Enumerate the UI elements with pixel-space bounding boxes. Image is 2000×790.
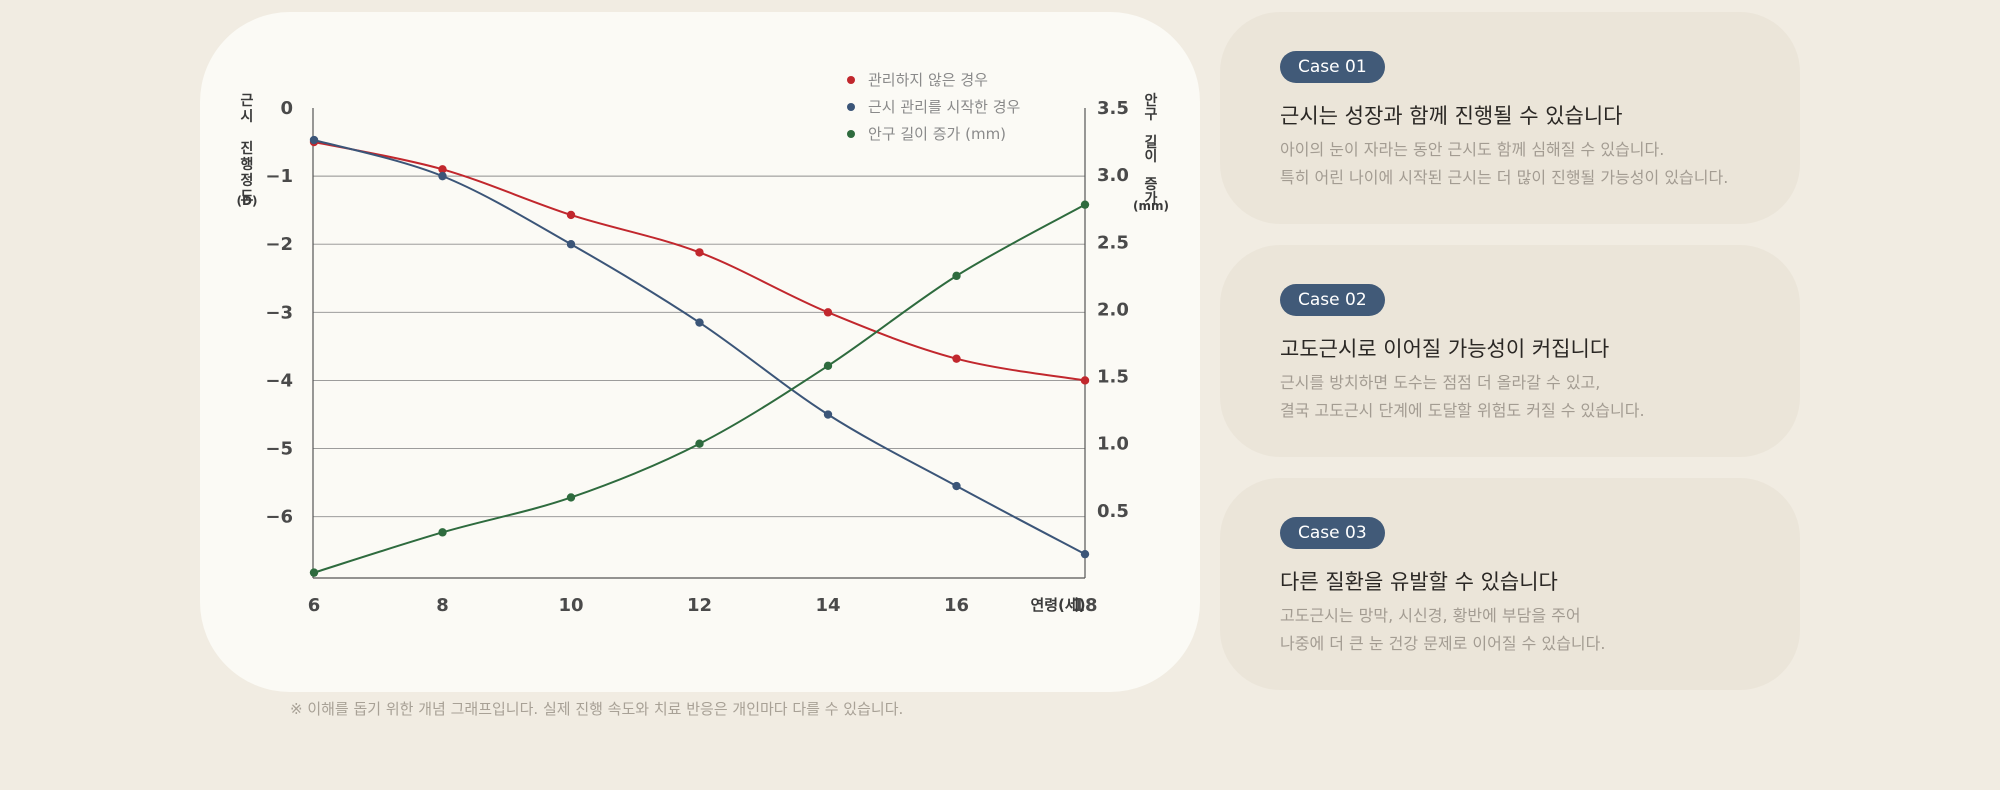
y-left-tick-label: −6 [265, 507, 293, 528]
data-point [952, 354, 961, 363]
data-point [438, 528, 447, 537]
case-description: 고도근시는 망막, 시신경, 황반에 부담을 주어 나중에 더 큰 눈 건강 문… [1280, 602, 1605, 658]
y-left-tick-label: −1 [265, 166, 293, 187]
series-line-1 [313, 141, 1086, 382]
legend-label: 관리하지 않은 경우 [868, 71, 988, 89]
case-desc-line: 특히 어린 나이에 시작된 근시는 더 많이 진행될 가능성이 있습니다. [1280, 168, 1729, 187]
case-desc-line: 근시를 방치하면 도수는 점점 더 올라갈 수 있고, [1280, 373, 1601, 392]
case-card-3: Case 03 다른 질환을 유발할 수 있습니다 고도근시는 망막, 시신경,… [1220, 478, 1800, 690]
data-point [823, 308, 833, 317]
y-right-tick-label: 1.5 [1097, 367, 1129, 388]
y-right-tick-label: 3.0 [1097, 165, 1129, 186]
data-point [309, 135, 319, 145]
y-right-label-char: 구 [1145, 107, 1158, 123]
y-right-label-char: 증 [1145, 177, 1158, 193]
data-point [952, 481, 961, 491]
case-title: 다른 질환을 유발할 수 있습니다 [1280, 570, 1558, 594]
y-left-label-char: 근 [241, 93, 254, 109]
y-right-tick-label: 2.0 [1097, 299, 1129, 320]
y-left-tick-label: −5 [265, 439, 293, 460]
case-desc-line: 결국 고도근시 단계에 도달할 위험도 커질 수 있습니다. [1280, 401, 1645, 420]
x-tick-label: 14 [815, 595, 840, 616]
y-right-unit: (mm) [1133, 199, 1169, 213]
y-right-tick-label: 1.0 [1097, 434, 1129, 455]
chart-note: ※ 이해를 돕기 위한 개념 그래프입니다. 실제 진행 속도와 치료 반응은 … [290, 700, 904, 718]
data-point [952, 271, 961, 281]
x-tick-label: 8 [436, 595, 449, 616]
x-tick-label: 16 [944, 595, 969, 616]
y-right-label-char: 이 [1145, 148, 1158, 165]
x-tick-label: 10 [558, 595, 583, 616]
case-title: 고도근시로 이어질 가능성이 커집니다 [1280, 337, 1610, 361]
data-point [566, 210, 576, 220]
x-tick-label: 6 [308, 595, 321, 616]
y-right-label-char: 가 [1145, 191, 1158, 207]
legend-marker [847, 130, 855, 138]
y-left-label-char: 행 [241, 157, 254, 173]
case-card-1: Case 01 근시는 성장과 함께 진행될 수 있습니다 아이의 눈이 자라는… [1220, 12, 1800, 224]
case-badge: Case 01 [1280, 51, 1385, 83]
y-left-unit: (D) [237, 194, 258, 208]
data-point [566, 240, 576, 249]
y-left-tick-label: −2 [265, 234, 293, 255]
y-left-label-char: 진 [241, 140, 254, 157]
legend-marker [847, 103, 855, 111]
series-line-2 [313, 139, 1086, 556]
x-tick-label: 18 [1072, 595, 1097, 616]
data-point [823, 410, 833, 419]
data-point [695, 439, 704, 448]
data-point [309, 568, 319, 577]
y-right-tick-label: 0.5 [1097, 501, 1129, 522]
case-desc-line: 나중에 더 큰 눈 건강 문제로 이어질 수 있습니다. [1280, 634, 1606, 653]
y-left-tick-label: 0 [280, 98, 293, 119]
case-description: 근시를 방치하면 도수는 점점 더 올라갈 수 있고, 결국 고도근시 단계에 … [1280, 369, 1645, 425]
case-description: 아이의 눈이 자라는 동안 근시도 함께 심해질 수 있습니다. 특히 어린 나… [1280, 136, 1728, 192]
data-point [438, 171, 447, 181]
case-title: 근시는 성장과 함께 진행될 수 있습니다 [1280, 104, 1623, 128]
y-right-label-char: 길 [1145, 135, 1158, 151]
y-left-tick-label: −4 [265, 370, 293, 391]
data-point [438, 165, 447, 174]
data-point [1080, 200, 1090, 209]
chart-card: 0 −1 −2 −3 −4 −5 −6 3.5 3.0 2.5 2.0 1.5 1.0 0.5 6 8 10 12… [200, 12, 1200, 692]
legend-label: 안구 길이 증가 (mm) [868, 125, 1006, 143]
y-right-tick-label: 3.5 [1097, 98, 1129, 119]
data-point [823, 361, 833, 371]
y-left-label-char: 시 [241, 109, 254, 125]
data-point [695, 248, 704, 257]
y-left-tick-label: −3 [265, 302, 293, 323]
x-axis-label: 연령(세) [1030, 596, 1085, 614]
x-tick-label: 12 [687, 595, 712, 616]
case-badge: Case 03 [1280, 517, 1385, 549]
data-point [1080, 376, 1090, 385]
legend-marker [847, 76, 855, 84]
y-left-label-char: 정 [241, 172, 254, 189]
data-point [1080, 549, 1090, 559]
legend-label: 근시 관리를 시작한 경우 [868, 98, 1021, 116]
data-point [566, 493, 576, 502]
case-badge: Case 02 [1280, 284, 1385, 316]
series-line-3 [313, 203, 1086, 574]
case-desc-line: 아이의 눈이 자라는 동안 근시도 함께 심해질 수 있습니다. [1280, 140, 1665, 159]
y-right-label-char: 안 [1145, 92, 1158, 109]
data-point [695, 318, 704, 327]
myopia-progression-chart: 0 −1 −2 −3 −4 −5 −6 3.5 3.0 2.5 2.0 1.5 1.0 0.5 6 8 10 12… [237, 71, 1169, 616]
y-left-label-char: 도 [241, 189, 254, 205]
case-desc-line: 고도근시는 망막, 시신경, 황반에 부담을 주어 [1280, 606, 1581, 625]
y-right-tick-label: 2.5 [1097, 232, 1129, 253]
case-card-2: Case 02 고도근시로 이어질 가능성이 커집니다 근시를 방치하면 도수는… [1220, 245, 1800, 457]
